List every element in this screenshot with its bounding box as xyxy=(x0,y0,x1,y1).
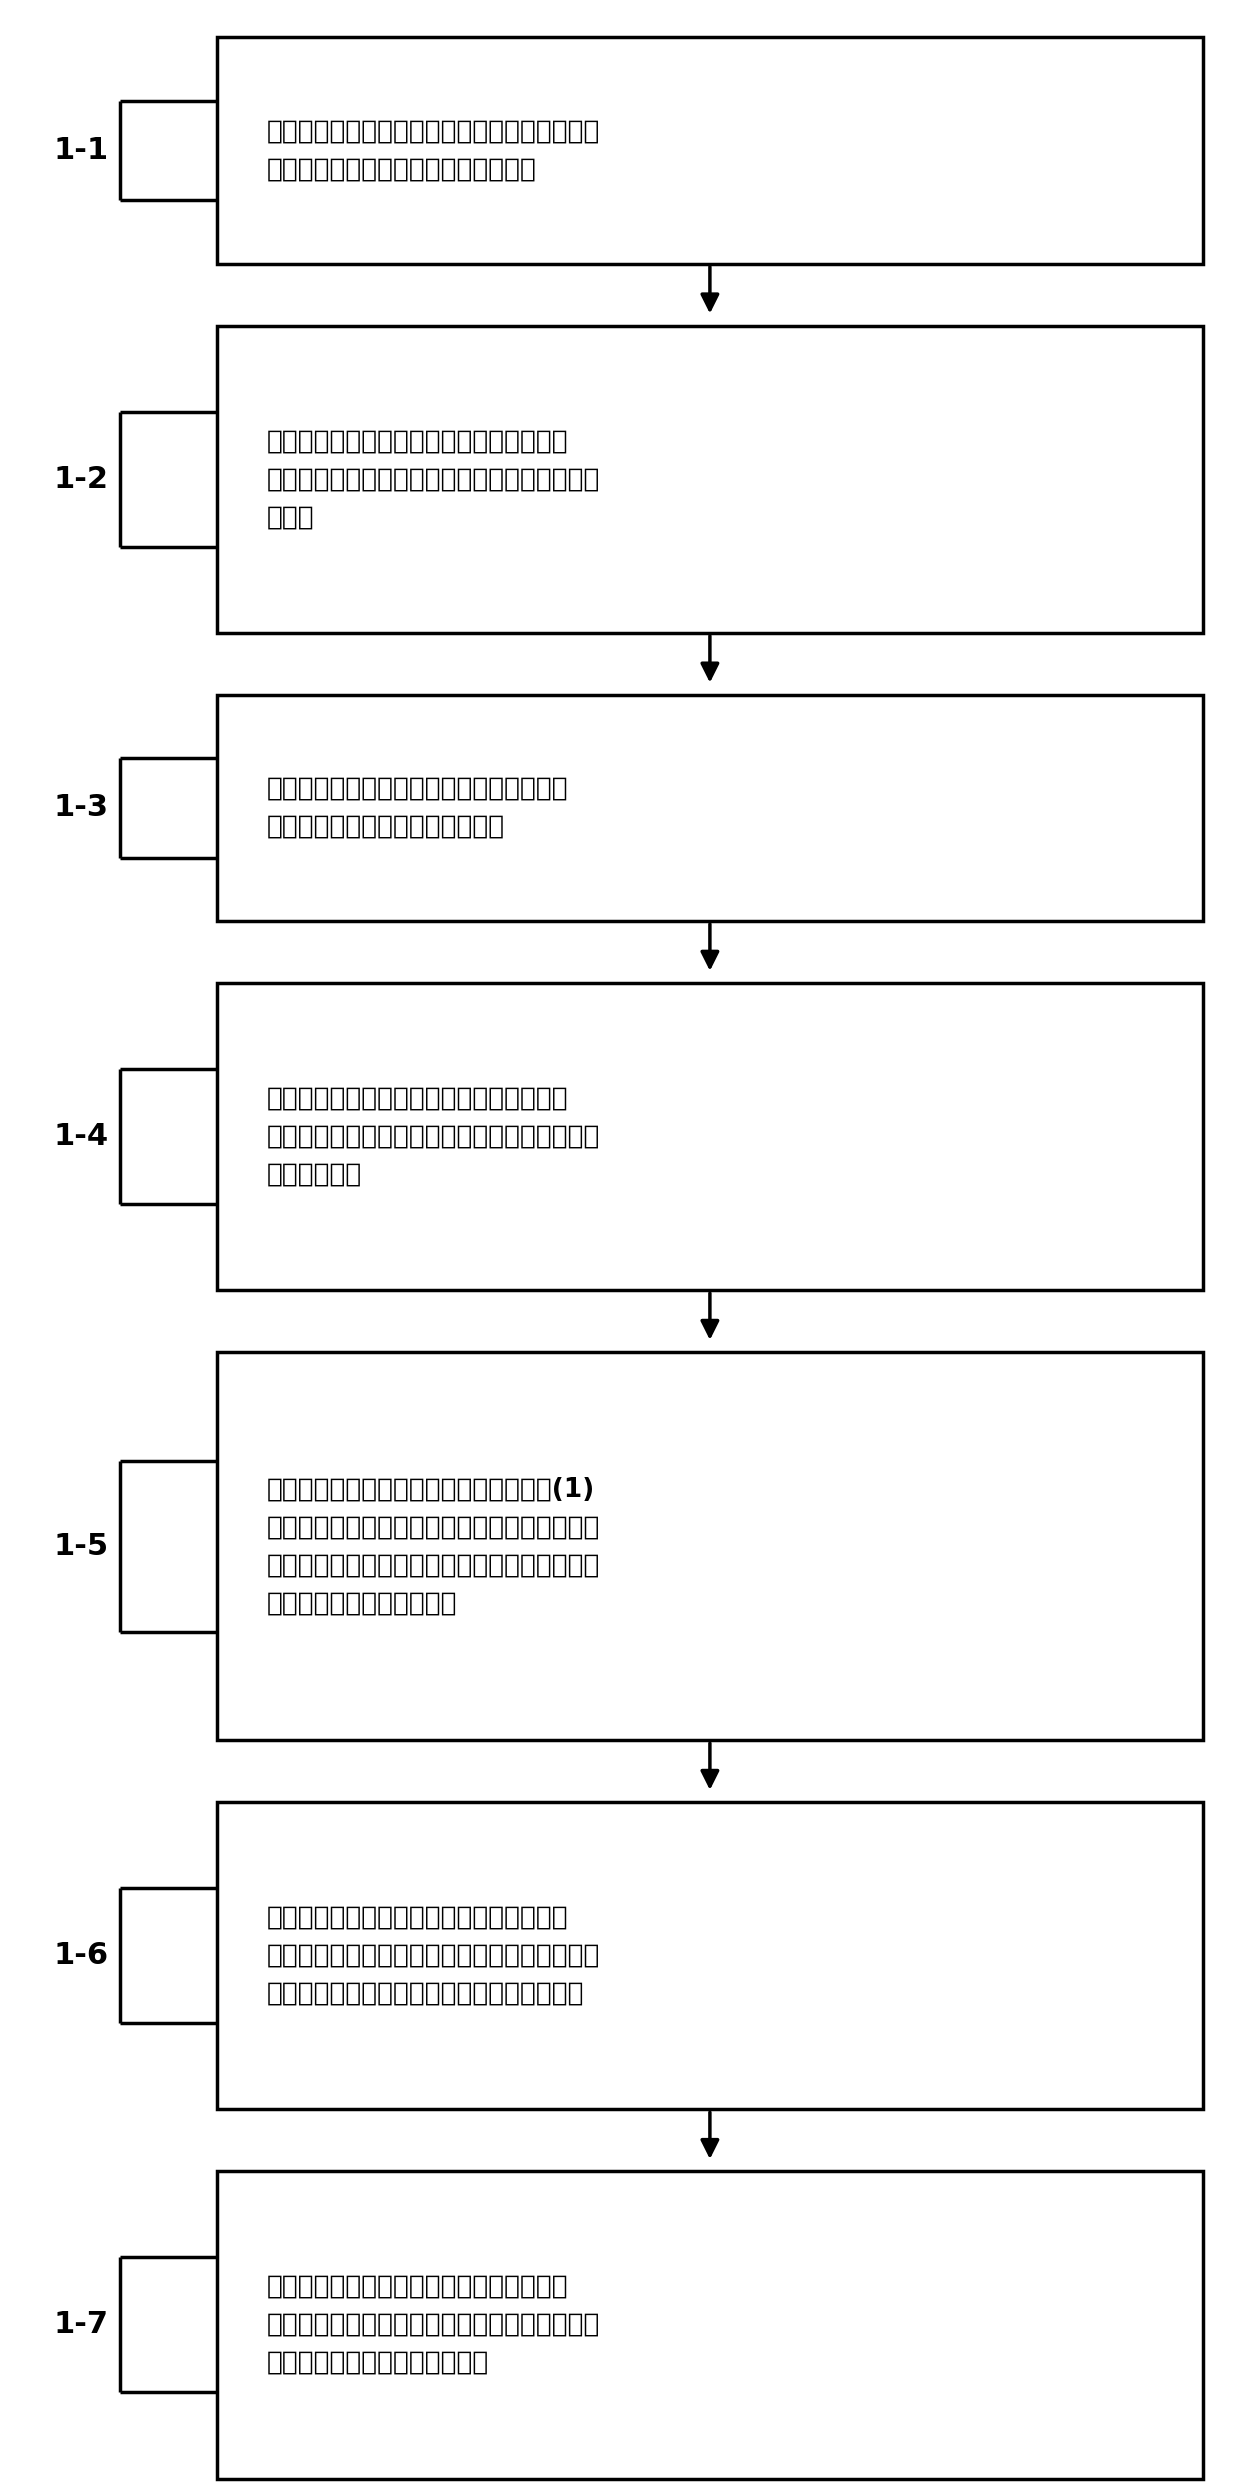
Text: 1-5: 1-5 xyxy=(53,1532,108,1562)
Text: 打开激光发射器，用相机采集激光发射器(1)
光平面内几条不重合的光线所成的像，求线激光
平面方程，确定线激光光平面相对于相机坐标系
和世界坐标系的位置关系。: 打开激光发射器，用相机采集激光发射器(1) 光平面内几条不重合的光线所成的像，求… xyxy=(267,1477,600,1617)
Bar xyxy=(217,326,1203,633)
Bar xyxy=(217,1801,1203,2110)
Text: 1-1: 1-1 xyxy=(53,137,108,164)
Bar xyxy=(217,1353,1203,1741)
Text: 1-7: 1-7 xyxy=(53,2309,108,2339)
Text: 使一维移动装置带动标定块移动，在运动方
向上分别取两幅图像，求得一维运动装置的运动
方向和距离。: 使一维移动装置带动标定块移动，在运动方 向上分别取两幅图像，求得一维运动装置的运… xyxy=(267,1086,600,1188)
Bar xyxy=(217,2172,1203,2479)
Text: 保持标定块位置不变，使四个相机同时采集
一张对应的标定板的图像，计算相机坐标和姿态
数据。: 保持标定块位置不变，使四个相机同时采集 一张对应的标定板的图像，计算相机坐标和姿… xyxy=(267,428,600,531)
Bar xyxy=(217,37,1203,264)
Text: 1-2: 1-2 xyxy=(53,466,108,493)
Text: 1-4: 1-4 xyxy=(53,1121,108,1151)
Text: 搭建实验装置，使四个单个线激光扫描三维成像
组合分别对准标定块上的四张标定板。: 搭建实验装置，使四个单个线激光扫描三维成像 组合分别对准标定块上的四张标定板。 xyxy=(267,120,600,182)
Bar xyxy=(217,984,1203,1290)
Bar xyxy=(217,695,1203,922)
Text: 一维移动装置带动待扫描物体垂直于激光器
所组成的平面运动，使用相机同时对待扫描物体
采集图像，得到扫描物体不同面的坐标数据。: 一维移动装置带动待扫描物体垂直于激光器 所组成的平面运动，使用相机同时对待扫描物… xyxy=(267,1906,600,2008)
Text: 1-6: 1-6 xyxy=(53,1940,108,1970)
Text: 1-3: 1-3 xyxy=(53,795,108,822)
Text: 通过标定板对应的标准坐标系之间的相互转
化使多个相机所成的不同面的像拼接在一起，完
成全视角线激光扫描三维成像。: 通过标定板对应的标准坐标系之间的相互转 化使多个相机所成的不同面的像拼接在一起，… xyxy=(267,2274,600,2376)
Text: 移动标定块，使相机多次采集其对应的标定
板的坐姿和姿势数据，减小误差。: 移动标定块，使相机多次采集其对应的标定 板的坐姿和姿势数据，减小误差。 xyxy=(267,775,568,839)
